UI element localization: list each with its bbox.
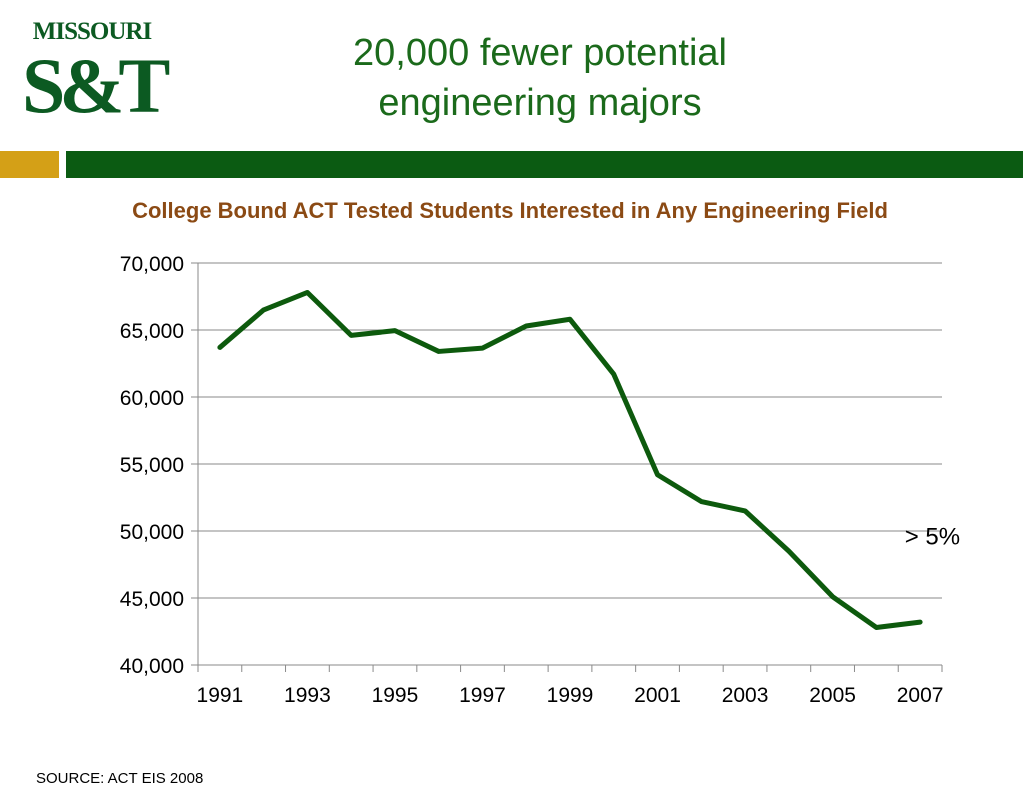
- y-tick-label: 65,000: [120, 320, 184, 343]
- annotation-label: > 5%: [905, 523, 960, 550]
- x-tick-label: 1991: [197, 684, 244, 707]
- x-tick-label: 1995: [372, 684, 419, 707]
- university-logo: MISSOURI S&T: [22, 18, 170, 130]
- x-tick-label: 1997: [459, 684, 506, 707]
- grid-lines: [198, 262, 942, 599]
- green-band: [66, 151, 1023, 178]
- x-tick-label: 1993: [284, 684, 331, 707]
- y-tick-label: 70,000: [120, 253, 184, 276]
- series-layer: [217, 289, 923, 630]
- line-chart: 70,000 65,000 60,000 55,000 50,000 45,000 40,0…: [120, 253, 960, 707]
- x-tick-label: 2003: [722, 684, 769, 707]
- y-tick-labels: 70,000 65,000 60,000 55,000 50,000 45,000 40,0…: [120, 253, 184, 678]
- slide-title-line1: 20,000 fewer potential: [353, 32, 727, 74]
- slide-title-line2: engineering majors: [378, 82, 702, 124]
- slide-title: 20,000 fewer potential engineering major…: [280, 28, 800, 128]
- x-tick-label: 2001: [634, 684, 681, 707]
- chart-title: College Bound ACT Tested Students Intere…: [132, 198, 888, 223]
- y-tick-label: 60,000: [120, 387, 184, 410]
- x-tick-label: 2005: [809, 684, 856, 707]
- x-tick-label: 1999: [547, 684, 594, 707]
- axes: [191, 262, 943, 672]
- y-tick-label: 55,000: [120, 454, 184, 477]
- gold-band: [0, 151, 59, 178]
- y-tick-label: 50,000: [120, 521, 184, 544]
- y-tick-label: 40,000: [120, 655, 184, 678]
- annotations: > 5%: [905, 523, 960, 550]
- x-tick-labels: 1991 1993 1995 1997 1999 2001 2003 2005 2007: [197, 684, 944, 707]
- logo-bottom-text: S&T: [22, 42, 170, 129]
- logo-top-text: MISSOURI: [32, 18, 152, 45]
- x-tick-label: 2007: [897, 684, 944, 707]
- source-note: SOURCE: ACT EIS 2008: [36, 770, 204, 787]
- y-tick-label: 45,000: [120, 588, 184, 611]
- series-line: [217, 289, 923, 630]
